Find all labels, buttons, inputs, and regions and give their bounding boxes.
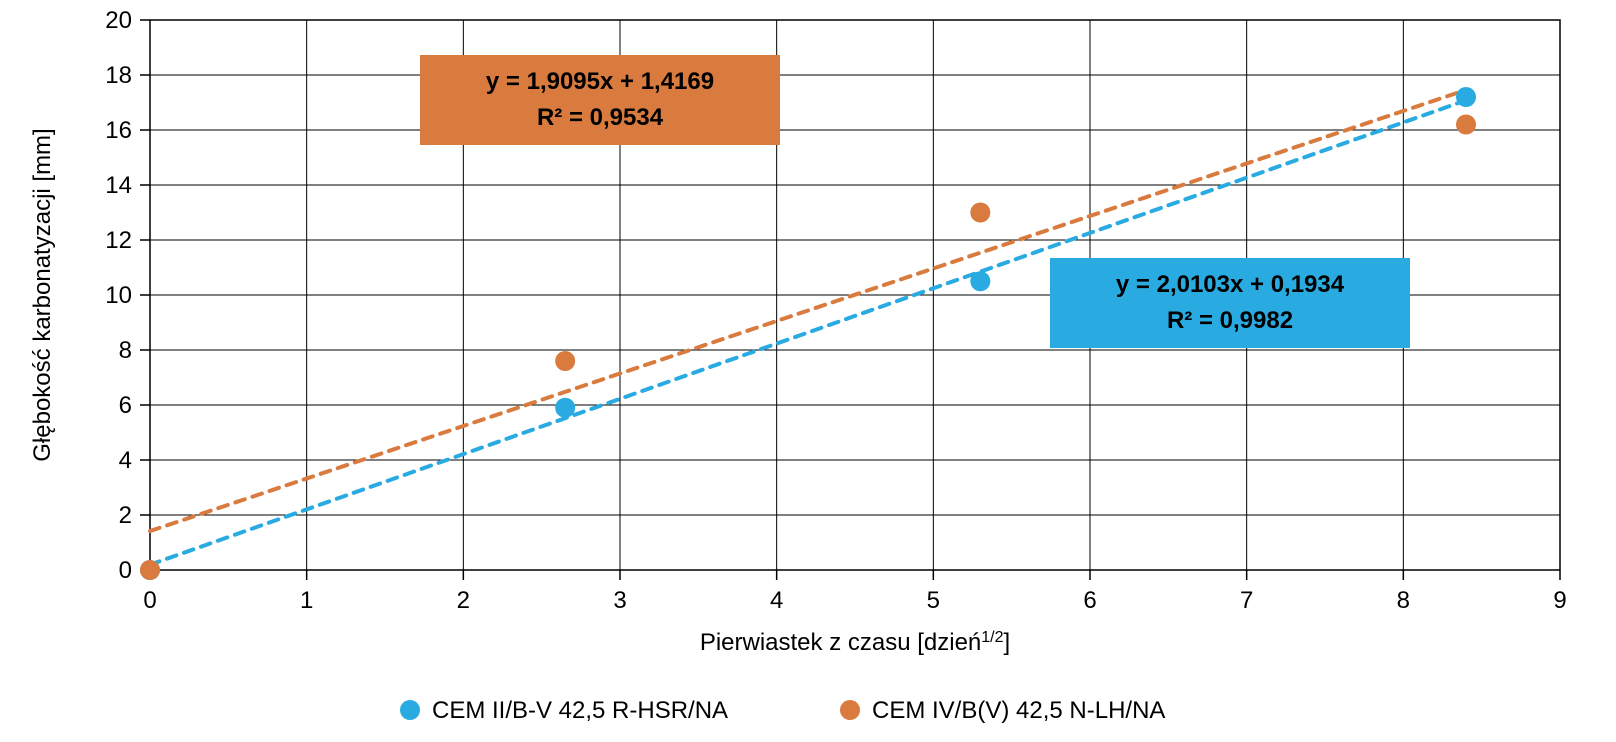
equation-line2: R² = 0,9534 bbox=[537, 104, 664, 131]
point-cem2 bbox=[555, 398, 575, 418]
point-cem2 bbox=[1456, 87, 1476, 107]
y-tick-label: 2 bbox=[119, 502, 132, 529]
x-tick-label: 6 bbox=[1083, 587, 1096, 614]
y-tick-label: 16 bbox=[105, 117, 132, 144]
point-cem4 bbox=[1456, 115, 1476, 135]
point-cem2 bbox=[970, 271, 990, 291]
x-tick-label: 2 bbox=[457, 587, 470, 614]
y-tick-label: 4 bbox=[119, 447, 132, 474]
point-cem4 bbox=[555, 351, 575, 371]
legend-marker-cem2 bbox=[400, 700, 420, 720]
y-tick-label: 20 bbox=[105, 7, 132, 34]
equation-line1: y = 1,9095x + 1,4169 bbox=[486, 68, 714, 95]
y-tick-label: 0 bbox=[119, 557, 132, 584]
y-tick-label: 6 bbox=[119, 392, 132, 419]
equation-box-cem2: y = 2,0103x + 0,1934 R² = 0,9982 bbox=[1050, 258, 1410, 348]
y-tick-label: 14 bbox=[105, 172, 132, 199]
y-tick-label: 12 bbox=[105, 227, 132, 254]
x-tick-label: 5 bbox=[927, 587, 940, 614]
x-tick-label: 4 bbox=[770, 587, 783, 614]
x-tick-label: 1 bbox=[300, 587, 313, 614]
equation-line2: R² = 0,9982 bbox=[1167, 307, 1293, 334]
point-cem4 bbox=[970, 203, 990, 223]
x-tick-label: 3 bbox=[613, 587, 626, 614]
y-tick-label: 8 bbox=[119, 337, 132, 364]
y-tick-label: 10 bbox=[105, 282, 132, 309]
legend-marker-cem4 bbox=[840, 700, 860, 720]
x-axis-label: Pierwiastek z czasu [dzień1/2] bbox=[700, 629, 1010, 657]
y-tick-label: 18 bbox=[105, 62, 132, 89]
legend-label-cem4: CEM IV/B(V) 42,5 N-LH/NA bbox=[872, 697, 1165, 724]
x-tick-label: 7 bbox=[1240, 587, 1253, 614]
x-tick-label: 8 bbox=[1397, 587, 1410, 614]
equation-line1: y = 2,0103x + 0,1934 bbox=[1116, 271, 1345, 298]
legend-label-cem2: CEM II/B-V 42,5 R-HSR/NA bbox=[432, 697, 728, 724]
chart-container: 0123456789Pierwiastek z czasu [dzień1/2]… bbox=[0, 0, 1616, 742]
y-axis-label: Głębokość karbonatyzacji [mm] bbox=[29, 128, 56, 461]
point-cem4 bbox=[140, 560, 160, 580]
equation-box-cem4: y = 1,9095x + 1,4169 R² = 0,9534 bbox=[420, 55, 780, 145]
scatter-chart: 0123456789Pierwiastek z czasu [dzień1/2]… bbox=[0, 0, 1616, 742]
x-tick-label: 9 bbox=[1553, 587, 1566, 614]
x-tick-label: 0 bbox=[143, 587, 156, 614]
